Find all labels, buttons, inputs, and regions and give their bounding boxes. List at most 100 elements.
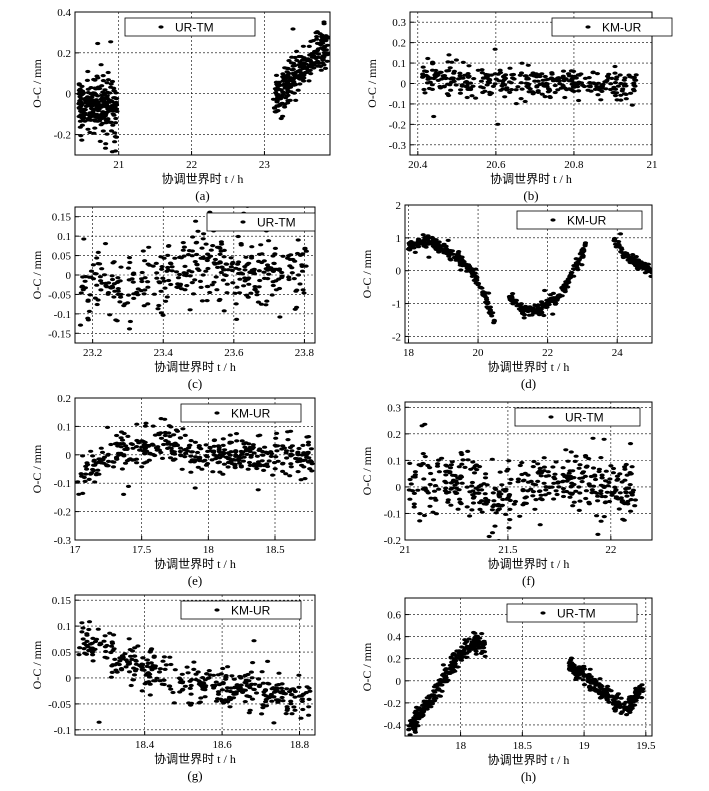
data-point	[581, 683, 588, 687]
data-point	[130, 446, 136, 450]
data-point	[443, 486, 449, 490]
data-point	[473, 652, 479, 656]
data-point	[561, 490, 567, 494]
data-point	[254, 466, 260, 471]
data-point	[146, 245, 152, 249]
data-point	[118, 667, 125, 671]
data-point	[617, 232, 624, 236]
data-point	[276, 683, 282, 687]
data-point	[246, 711, 252, 715]
data-point	[220, 666, 226, 671]
data-point	[85, 463, 91, 467]
data-point	[264, 299, 270, 303]
data-point	[79, 84, 85, 88]
data-point	[216, 683, 222, 687]
data-point	[162, 433, 168, 438]
data-point	[573, 454, 579, 458]
data-point	[448, 88, 454, 92]
data-point	[484, 483, 490, 487]
data-point	[280, 114, 286, 118]
data-point	[422, 701, 428, 705]
data-point	[302, 246, 308, 250]
data-point	[448, 77, 454, 81]
data-point	[572, 267, 578, 271]
data-point	[117, 279, 123, 283]
data-point	[141, 304, 147, 308]
data-point	[296, 446, 302, 451]
data-point	[145, 262, 151, 266]
plot-frame	[74, 11, 331, 156]
data-point	[131, 666, 137, 670]
data-point	[94, 256, 100, 260]
data-point	[241, 284, 247, 288]
data-point	[118, 445, 124, 449]
data-point	[453, 486, 459, 490]
panel-label: (f)	[522, 573, 535, 588]
data-point	[80, 491, 86, 495]
data-point	[263, 303, 269, 307]
data-point	[268, 454, 274, 458]
data-point	[541, 313, 547, 318]
data-point	[217, 252, 223, 256]
data-point	[560, 466, 566, 470]
data-point	[242, 445, 248, 449]
data-point	[648, 269, 652, 273]
data-point	[512, 499, 519, 504]
data-point	[272, 686, 278, 690]
data-point	[167, 434, 173, 438]
data-point	[93, 107, 99, 111]
data-point	[262, 445, 268, 449]
data-point	[458, 88, 464, 92]
data-point	[180, 241, 186, 245]
data-point	[164, 295, 170, 299]
data-point	[104, 96, 110, 100]
data-point	[608, 87, 614, 92]
data-point	[444, 69, 450, 73]
chart-panel-c: 23.2 23.4 23.6 23.8-0.15-0.1-0.0500.050.10.…	[30, 206, 316, 391]
data-point	[207, 290, 213, 295]
data-point	[188, 470, 194, 474]
data-point	[294, 305, 300, 309]
data-point	[161, 678, 167, 682]
data-point	[300, 707, 306, 712]
panel-label: (c)	[188, 376, 202, 391]
data-point	[211, 280, 217, 284]
data-point	[151, 655, 157, 659]
data-point	[623, 700, 629, 704]
data-point	[156, 280, 162, 284]
data-point	[509, 292, 516, 296]
data-point	[234, 285, 240, 289]
data-point	[111, 460, 117, 464]
data-point	[614, 695, 620, 699]
data-point	[168, 262, 174, 266]
data-point	[508, 88, 515, 92]
data-point	[216, 448, 222, 452]
data-point	[287, 474, 293, 478]
data-point	[560, 494, 567, 499]
data-point	[266, 239, 272, 243]
data-point	[577, 491, 583, 495]
data-point	[260, 681, 266, 685]
data-point	[102, 114, 108, 118]
data-point	[626, 73, 632, 77]
legend-marker	[214, 608, 220, 612]
data-point	[573, 489, 579, 493]
data-point	[538, 493, 544, 497]
data-point	[257, 278, 263, 283]
data-point	[434, 72, 440, 76]
data-point	[299, 697, 305, 701]
y-tick-label: 0.05	[52, 647, 72, 659]
data-point	[455, 665, 461, 669]
data-point	[224, 262, 230, 266]
data-point	[525, 480, 532, 484]
data-point	[538, 300, 545, 304]
data-point	[275, 700, 281, 704]
data-point	[292, 64, 298, 68]
data-point	[517, 73, 523, 77]
data-point	[469, 484, 475, 488]
data-point	[205, 266, 211, 271]
data-point	[297, 253, 303, 257]
data-point	[101, 183, 106, 186]
data-point	[86, 477, 92, 481]
